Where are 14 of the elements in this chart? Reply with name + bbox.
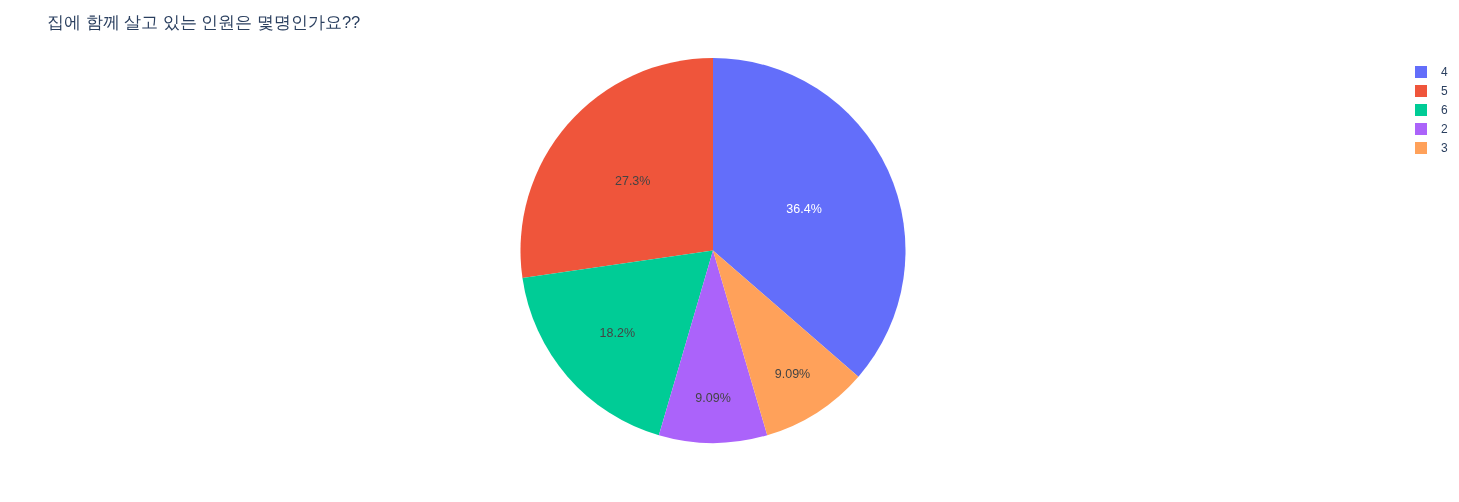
data-label: 36.4%	[786, 201, 822, 216]
pie-slice	[658, 250, 768, 443]
data-label: 27.3%	[614, 173, 651, 188]
data-label: 9.09%	[695, 390, 731, 405]
text: 집에 함께 살고 있는 인원은 몇명인가요??	[47, 13, 361, 31]
legend-label: 5	[1441, 84, 1448, 98]
legend-label: 3	[1441, 141, 1448, 155]
legend-label: 6	[1441, 103, 1448, 117]
legend-label: 4	[1441, 65, 1448, 79]
data-label: 9.09%	[774, 367, 811, 382]
legend-label: 2	[1441, 122, 1448, 136]
data-label: 18.2%	[599, 326, 636, 341]
pie-slice	[520, 58, 713, 278]
pie-slice	[713, 58, 906, 377]
